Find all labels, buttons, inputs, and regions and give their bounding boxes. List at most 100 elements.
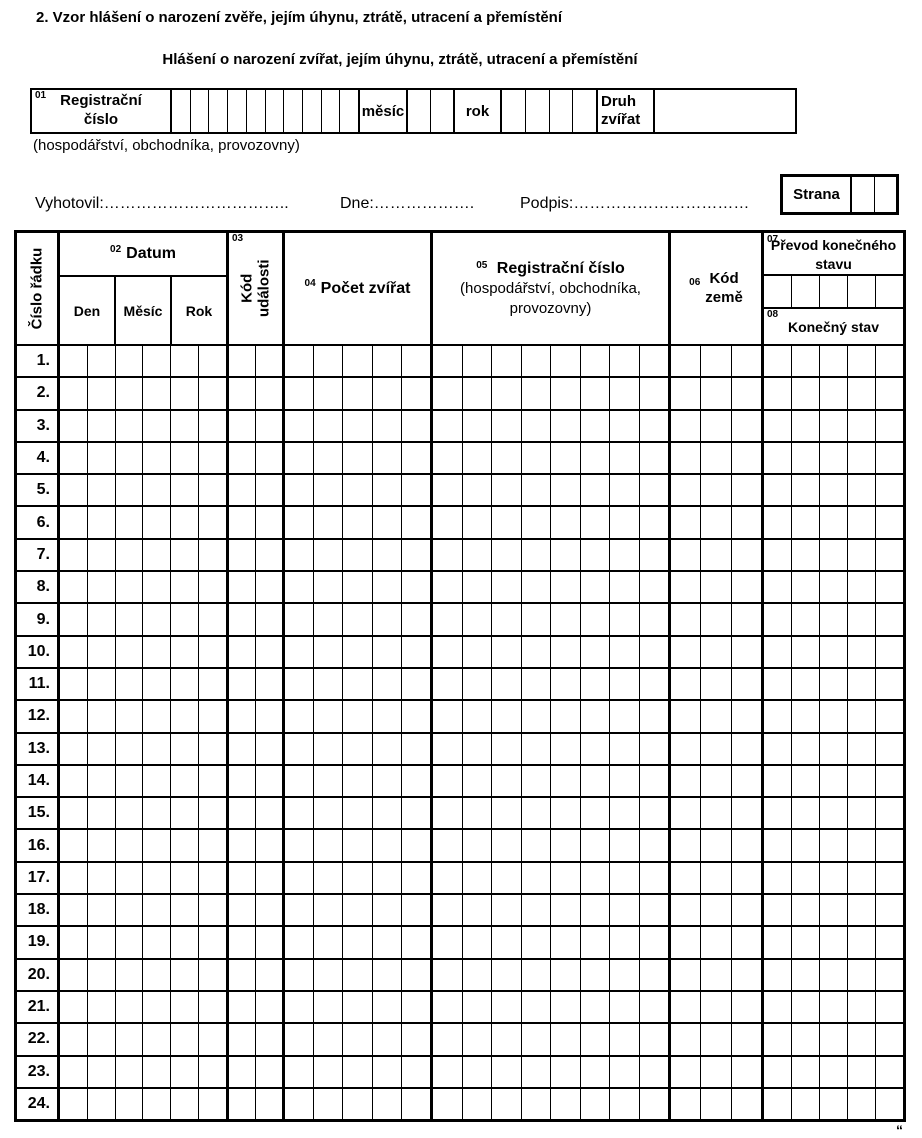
entry-cell xyxy=(671,1024,700,1054)
transfer-cell xyxy=(819,276,847,307)
entry-cell xyxy=(638,991,669,1023)
entry-cell xyxy=(255,959,282,990)
entry-cell xyxy=(638,604,669,635)
row-group-event xyxy=(226,442,282,474)
entry-cell xyxy=(60,895,87,925)
entry-cell xyxy=(371,830,401,861)
table-row: 13. xyxy=(17,731,903,764)
entry-cell xyxy=(86,765,115,797)
entry-cell xyxy=(170,830,198,861)
entry-cell xyxy=(170,346,198,377)
reg-number-label-line2: číslo xyxy=(83,111,119,128)
table-row: 24. xyxy=(17,1086,903,1120)
row-group-reg xyxy=(430,991,669,1023)
entry-cell xyxy=(550,959,580,990)
entry-cell xyxy=(433,346,462,376)
entry-cell xyxy=(819,636,847,667)
entry-cell xyxy=(400,765,430,797)
row-group-count xyxy=(282,604,430,635)
entry-cell xyxy=(791,475,819,506)
entry-cell xyxy=(609,475,639,506)
entry-cell xyxy=(285,798,313,828)
entry-cell xyxy=(371,636,401,667)
row-group-country xyxy=(668,475,761,506)
month-label: měsíc xyxy=(358,90,406,132)
row-group-date xyxy=(57,862,226,894)
entry-cell xyxy=(198,991,226,1023)
entry-cell xyxy=(491,862,521,894)
col-reg-number-sub1: (hospodářství, obchodníka, xyxy=(460,280,641,298)
entry-cell xyxy=(433,830,462,860)
table-row: 18. xyxy=(17,893,903,926)
row-group-event xyxy=(226,1056,282,1087)
entry-cell xyxy=(671,1089,700,1119)
entry-cell xyxy=(371,539,401,571)
entry-cell xyxy=(86,442,115,474)
entry-cell xyxy=(847,507,875,538)
entry-cell xyxy=(550,991,580,1023)
entry-cell xyxy=(609,959,639,990)
entry-cell xyxy=(142,442,170,474)
entry-cell xyxy=(313,765,342,797)
entry-cell xyxy=(550,410,580,441)
row-group-reg xyxy=(430,1056,668,1087)
row-group-event xyxy=(226,378,282,409)
entry-cell xyxy=(198,765,226,797)
entry-cell xyxy=(875,636,903,667)
row-group-country xyxy=(668,862,761,894)
entry-cell xyxy=(700,507,730,538)
entry-cell xyxy=(60,540,87,570)
entry-cell xyxy=(764,701,791,731)
row-group-count xyxy=(282,378,430,409)
entry-cell xyxy=(313,701,342,732)
entry-cell xyxy=(671,1057,700,1087)
entry-cell xyxy=(60,1024,87,1054)
row-group-country xyxy=(668,1056,761,1087)
event-label-line1: Kód xyxy=(238,273,256,304)
entry-cell xyxy=(579,1088,610,1120)
entry-cell xyxy=(520,636,551,667)
entry-cell xyxy=(342,862,371,894)
entry-cell xyxy=(170,410,198,441)
entry-cell xyxy=(461,1056,492,1087)
entry-cell xyxy=(520,1088,551,1120)
entry-cell xyxy=(491,733,521,764)
entry-cell xyxy=(229,540,255,570)
row-group-date xyxy=(57,604,226,635)
row-group-event xyxy=(226,701,282,732)
entry-cell xyxy=(114,507,143,538)
entry-cell xyxy=(198,959,226,990)
entry-cell xyxy=(579,507,610,538)
entry-cell xyxy=(400,1024,430,1055)
entry-cell xyxy=(198,346,226,377)
entry-cell xyxy=(255,475,282,506)
entry-cell xyxy=(819,1088,847,1120)
entry-cell xyxy=(313,346,342,377)
entry-cell xyxy=(819,830,847,861)
row-group-final xyxy=(761,862,903,894)
entry-cell xyxy=(491,636,521,667)
entry-cell xyxy=(142,798,170,829)
entry-cell xyxy=(198,798,226,829)
entry-cell xyxy=(819,572,847,603)
entry-cell xyxy=(819,959,847,990)
col-transfer-title: 07 Převod konečného stavu xyxy=(764,233,903,276)
field-code-06: 06 xyxy=(689,277,701,289)
entry-cell xyxy=(638,765,669,797)
row-group-event xyxy=(226,346,282,377)
row-group-event xyxy=(226,895,282,926)
reg-number-cell xyxy=(320,90,340,132)
entry-cell xyxy=(671,540,700,570)
entry-cell xyxy=(700,991,730,1023)
entry-cell xyxy=(461,798,492,829)
row-group-country xyxy=(668,636,761,667)
entry-cell xyxy=(255,1088,282,1120)
row-group-date xyxy=(57,410,226,441)
entry-cell xyxy=(229,766,255,796)
entry-cell xyxy=(170,991,198,1023)
entry-cell xyxy=(764,475,791,505)
entry-cell xyxy=(847,927,875,958)
entry-cell xyxy=(86,1056,115,1087)
entry-cell xyxy=(491,1088,521,1120)
entry-cell xyxy=(700,733,730,764)
